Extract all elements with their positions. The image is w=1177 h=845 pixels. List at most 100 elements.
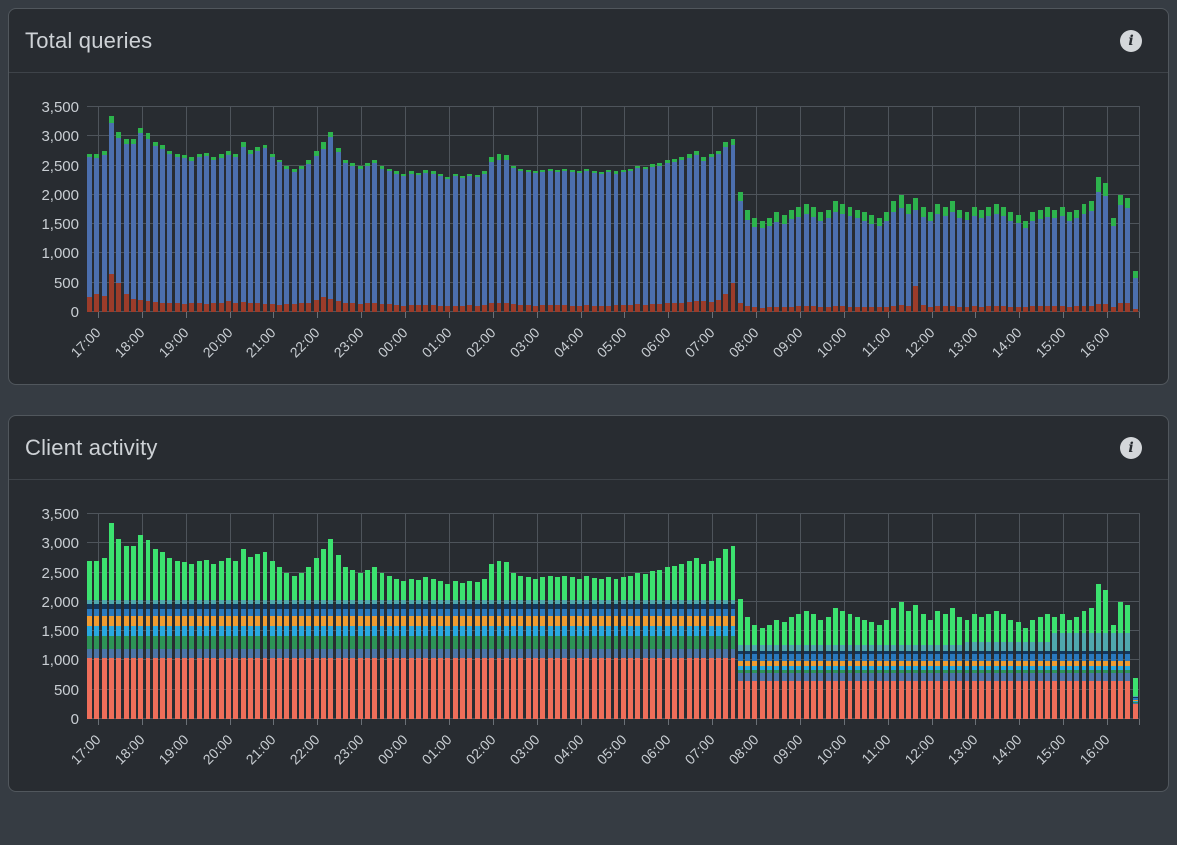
- bar[interactable]: [189, 156, 195, 312]
- bar[interactable]: [935, 203, 941, 312]
- bar[interactable]: [957, 616, 963, 719]
- bar[interactable]: [496, 153, 502, 312]
- bar[interactable]: [979, 616, 985, 719]
- bar[interactable]: [1118, 601, 1124, 719]
- bar[interactable]: [715, 558, 721, 719]
- bar[interactable]: [240, 142, 246, 312]
- bar[interactable]: [818, 619, 824, 719]
- bar[interactable]: [854, 616, 860, 719]
- bar[interactable]: [116, 131, 122, 312]
- bar[interactable]: [576, 578, 582, 719]
- bar[interactable]: [394, 578, 400, 719]
- bar[interactable]: [891, 200, 897, 312]
- bar[interactable]: [920, 613, 926, 719]
- bar[interactable]: [927, 212, 933, 312]
- bar[interactable]: [233, 560, 239, 719]
- bar[interactable]: [569, 170, 575, 312]
- bar[interactable]: [511, 572, 517, 719]
- bar[interactable]: [1037, 209, 1043, 312]
- bar[interactable]: [525, 577, 531, 719]
- bar[interactable]: [789, 616, 794, 719]
- bar[interactable]: [1044, 613, 1050, 719]
- bar[interactable]: [562, 169, 568, 312]
- bar[interactable]: [796, 613, 802, 719]
- bar[interactable]: [606, 170, 612, 312]
- bar[interactable]: [372, 159, 378, 312]
- bar[interactable]: [379, 165, 385, 312]
- bar[interactable]: [174, 560, 180, 719]
- bar[interactable]: [1132, 271, 1138, 312]
- bar[interactable]: [174, 153, 180, 312]
- bar[interactable]: [401, 581, 407, 719]
- bar[interactable]: [854, 209, 860, 312]
- bar[interactable]: [708, 153, 714, 312]
- bar[interactable]: [752, 625, 758, 719]
- bar[interactable]: [774, 212, 780, 312]
- bar[interactable]: [810, 206, 816, 312]
- bar[interactable]: [986, 206, 992, 312]
- bar[interactable]: [233, 153, 239, 312]
- bar[interactable]: [489, 156, 495, 312]
- bar[interactable]: [635, 165, 641, 312]
- bar[interactable]: [876, 625, 882, 719]
- bar[interactable]: [481, 171, 487, 312]
- bar[interactable]: [1052, 209, 1058, 312]
- bar[interactable]: [379, 572, 385, 719]
- bar[interactable]: [927, 619, 933, 719]
- bar[interactable]: [489, 563, 495, 719]
- bar[interactable]: [1030, 212, 1036, 312]
- bar[interactable]: [767, 625, 773, 719]
- bar[interactable]: [942, 613, 948, 719]
- bar[interactable]: [1052, 616, 1058, 719]
- bar[interactable]: [664, 159, 670, 312]
- bar[interactable]: [474, 174, 480, 312]
- bar[interactable]: [342, 566, 348, 719]
- bar[interactable]: [723, 142, 729, 312]
- bar[interactable]: [781, 622, 787, 719]
- bar[interactable]: [430, 578, 436, 719]
- bar[interactable]: [108, 115, 114, 312]
- bar[interactable]: [123, 546, 129, 719]
- bar[interactable]: [906, 610, 911, 719]
- bar[interactable]: [423, 577, 429, 719]
- bar[interactable]: [438, 581, 443, 719]
- bar[interactable]: [657, 162, 663, 312]
- bar[interactable]: [628, 168, 634, 312]
- bar[interactable]: [745, 209, 751, 312]
- bar[interactable]: [847, 206, 853, 312]
- bar[interactable]: [759, 221, 765, 312]
- bar[interactable]: [774, 619, 780, 719]
- bar[interactable]: [328, 131, 334, 312]
- bar[interactable]: [1066, 212, 1072, 312]
- bar[interactable]: [189, 563, 195, 719]
- bar[interactable]: [701, 156, 707, 312]
- bar[interactable]: [145, 540, 151, 719]
- bar[interactable]: [606, 577, 612, 719]
- bar[interactable]: [942, 206, 948, 312]
- bar[interactable]: [342, 159, 348, 312]
- bar[interactable]: [993, 203, 999, 312]
- bar[interactable]: [745, 616, 751, 719]
- bar[interactable]: [993, 610, 999, 719]
- bar[interactable]: [401, 174, 407, 312]
- bar[interactable]: [474, 582, 480, 719]
- bar[interactable]: [196, 153, 202, 312]
- bar[interactable]: [913, 197, 919, 312]
- bar[interactable]: [130, 546, 136, 719]
- bar[interactable]: [752, 218, 758, 312]
- bar[interactable]: [657, 569, 663, 719]
- bar[interactable]: [408, 578, 414, 719]
- bar[interactable]: [459, 176, 465, 312]
- bar[interactable]: [196, 560, 202, 719]
- bar[interactable]: [94, 560, 100, 719]
- bar[interactable]: [598, 579, 604, 719]
- bar[interactable]: [650, 164, 656, 312]
- bar[interactable]: [182, 155, 188, 312]
- bar[interactable]: [160, 145, 166, 312]
- bar[interactable]: [394, 171, 400, 312]
- bar[interactable]: [664, 566, 670, 719]
- bar[interactable]: [920, 206, 926, 312]
- bar[interactable]: [459, 583, 465, 719]
- bar[interactable]: [584, 576, 590, 719]
- bar[interactable]: [218, 153, 224, 312]
